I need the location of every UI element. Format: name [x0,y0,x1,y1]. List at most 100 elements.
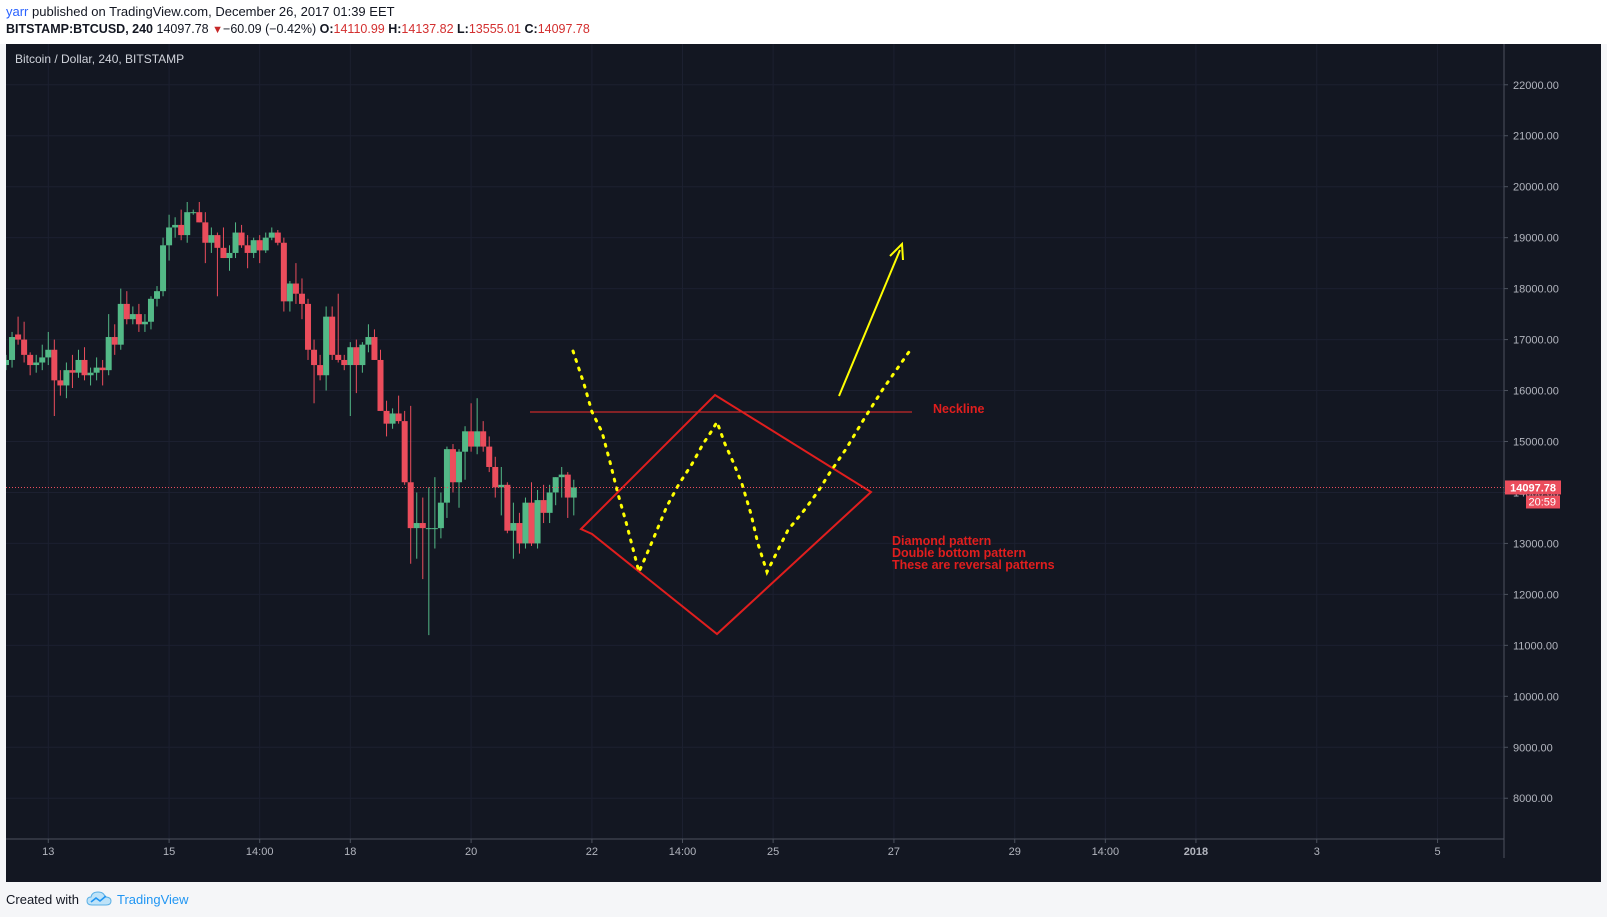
symbol-label: BITSTAMP:BTCUSD, 240 [6,22,154,36]
candle [443,446,450,518]
candle [51,339,58,417]
candle [190,209,197,215]
candle-body [431,528,438,530]
candle [262,232,269,253]
candle-body [250,240,257,253]
candle-body [105,337,112,371]
price-chart[interactable]: Bitcoin / Dollar, 240, BITSTAMP Neckline… [6,44,1601,882]
candle [474,398,481,455]
countdown-box [1526,495,1560,509]
candle [75,349,82,378]
candle-body [166,227,173,246]
time-tick-label: 29 [1009,846,1021,858]
candle [383,400,390,437]
candle [87,367,94,386]
candle [27,352,34,376]
candle-body [359,344,366,366]
high-label: H: [388,22,402,36]
candle [516,512,523,554]
candle [522,497,529,549]
candle-body [329,316,336,355]
price-tick-label: 8000.00 [1513,793,1553,805]
last-price-tag-label: 14097.78 [1510,482,1556,494]
publish-info: yarr published on TradingView.com, Decem… [6,4,395,19]
candle [431,477,438,549]
candle-body [462,431,469,452]
candle [558,466,565,498]
created-with-text: Created with [6,892,79,907]
candle-body [172,224,179,228]
candle [305,298,312,360]
tradingview-link[interactable]: TradingView [117,892,189,907]
open-value: 14110.99 [333,22,385,36]
time-tick-label: 3 [1314,846,1320,858]
candle [196,201,203,223]
candle [172,217,179,238]
candle-body [274,232,281,243]
publisher-link[interactable]: yarr [6,4,29,19]
price-tick-label: 22000.00 [1513,80,1559,92]
tradingview-cloud-icon[interactable] [86,890,112,908]
candle [564,472,571,518]
candle-body [468,431,475,447]
candle [141,314,148,332]
candle [437,492,444,539]
candle [570,479,577,516]
last-price-box [1505,480,1561,495]
candle [341,354,348,371]
candle [419,497,426,580]
time-tick-label: 25 [767,846,779,858]
candle [389,408,396,429]
last-price-tag: 14097.78 20:59 [1505,480,1561,509]
candle [268,227,275,241]
candle [462,426,469,480]
low-label: L: [457,22,469,36]
candle-body [39,357,46,363]
candle-body [45,349,52,358]
candle-body [510,523,517,531]
candle-body [63,370,70,386]
candles [6,201,577,636]
candle-body [75,359,82,373]
candle [105,314,112,376]
candle-body [558,474,565,478]
candle-body [268,232,275,238]
up-arrow-head [889,241,904,261]
candle [492,456,499,498]
time-axis[interactable]: 13 15 14:00 18 20 22 14:00 25 27 29 14:00 2018 3 5 [42,839,1441,858]
time-tick-label: 14:00 [669,846,697,858]
candle-body [232,232,239,253]
candle [534,489,541,549]
candle [111,324,118,355]
candle-body [534,500,541,544]
candle-body [27,354,34,366]
candle [57,370,64,396]
candle-body [383,410,390,424]
time-tick-label: 2018 [1184,846,1208,858]
candle-body [341,359,348,366]
candle-body [570,487,577,498]
candle [371,329,378,360]
footer: Created with TradingView [0,882,1607,917]
candle-body [226,252,233,259]
candle-body [317,365,324,376]
candle-body [135,314,142,325]
candle [552,477,559,506]
candle [184,201,191,243]
candle-body [292,283,299,294]
candle [311,339,318,404]
candle [232,222,239,259]
chart-area[interactable]: Bitcoin / Dollar, 240, BITSTAMP Neckline… [6,44,1601,882]
candle-body [371,337,378,360]
candle-body [419,523,426,529]
time-tick-label: 14:00 [246,846,274,858]
countdown-label: 20:59 [1528,496,1556,508]
candle-body [298,293,305,304]
last-price: 14097.78 [156,22,209,36]
candle-body [87,372,94,376]
candle [286,280,293,312]
time-tick-label: 5 [1434,846,1440,858]
price-axis[interactable]: 8000.00 9000.00 10000.00 11000.00 12000.00 13… [1504,80,1559,805]
time-tick-label: 20 [465,846,477,858]
candle-body [540,500,547,513]
